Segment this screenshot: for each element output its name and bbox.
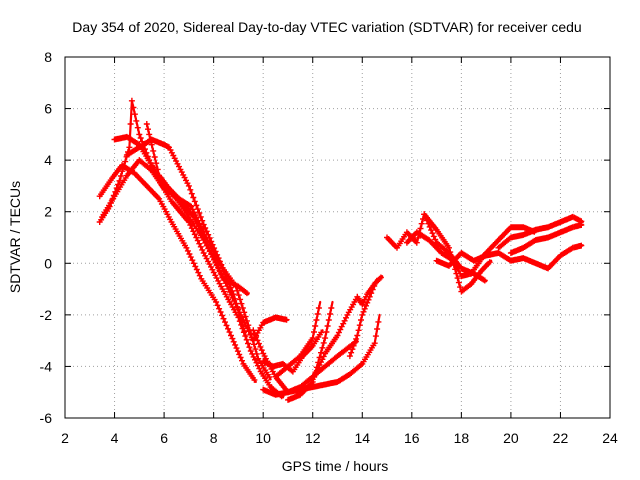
x-tick-label: 10: [255, 430, 271, 446]
plus-markers: [495, 213, 585, 251]
series-8: [260, 313, 382, 398]
data-series: [96, 97, 585, 403]
series-markers: [260, 318, 382, 398]
series-markers: [143, 121, 273, 380]
series-markers: [421, 211, 493, 295]
series-markers: [433, 242, 585, 272]
y-tick-label: 8: [44, 49, 52, 65]
x-tick-label: 4: [111, 430, 119, 446]
series-markers: [403, 224, 538, 280]
plus-markers: [403, 224, 538, 280]
series-16: [421, 211, 493, 295]
x-tick-label: 2: [61, 430, 69, 446]
series-markers: [96, 162, 258, 383]
x-tick-label: 8: [210, 430, 218, 446]
y-tick-label: -2: [40, 307, 53, 323]
series-markers: [507, 222, 585, 256]
series-15: [403, 224, 538, 280]
series-markers: [346, 279, 379, 360]
plus-markers: [507, 222, 585, 256]
x-tick-label: 6: [160, 430, 168, 446]
plus-markers: [433, 242, 585, 272]
y-tick-label: 0: [44, 255, 52, 271]
y-axis-label: SDTVAR / TECUs: [7, 181, 23, 293]
series-10: [272, 300, 322, 380]
y-tick-label: -6: [40, 410, 53, 426]
plus-markers: [421, 211, 493, 295]
series-markers: [495, 213, 585, 251]
series-5: [123, 136, 248, 337]
x-tick-label: 20: [503, 430, 519, 446]
plot-frame: [64, 56, 611, 419]
x-tick-label: 12: [305, 430, 321, 446]
plus-markers: [260, 318, 382, 398]
series-13: [346, 277, 379, 360]
x-tick-label: 24: [602, 430, 618, 446]
y-tick-label: 6: [44, 101, 52, 117]
x-tick-label: 22: [553, 430, 569, 446]
y-tick-label: -4: [40, 358, 53, 374]
x-tick-label: 16: [404, 430, 420, 446]
series-18: [495, 213, 585, 251]
plus-markers: [96, 162, 258, 383]
chart-title: Day 354 of 2020, Sidereal Day-to-day VTE…: [72, 19, 581, 35]
plus-markers: [346, 279, 379, 360]
series-6: [143, 121, 273, 381]
x-tick-label: 14: [354, 430, 370, 446]
plus-markers: [272, 305, 322, 380]
y-tick-label: 2: [44, 204, 52, 220]
series-2: [96, 162, 258, 383]
grid: [65, 57, 610, 418]
series-17: [433, 242, 585, 272]
y-tick-label: 4: [44, 152, 52, 168]
x-tick-label: 18: [454, 430, 470, 446]
series-markers: [272, 305, 322, 380]
x-axis-label: GPS time / hours: [282, 458, 389, 474]
series-19: [507, 222, 585, 256]
series-line: [125, 138, 247, 337]
plus-markers: [143, 121, 273, 380]
